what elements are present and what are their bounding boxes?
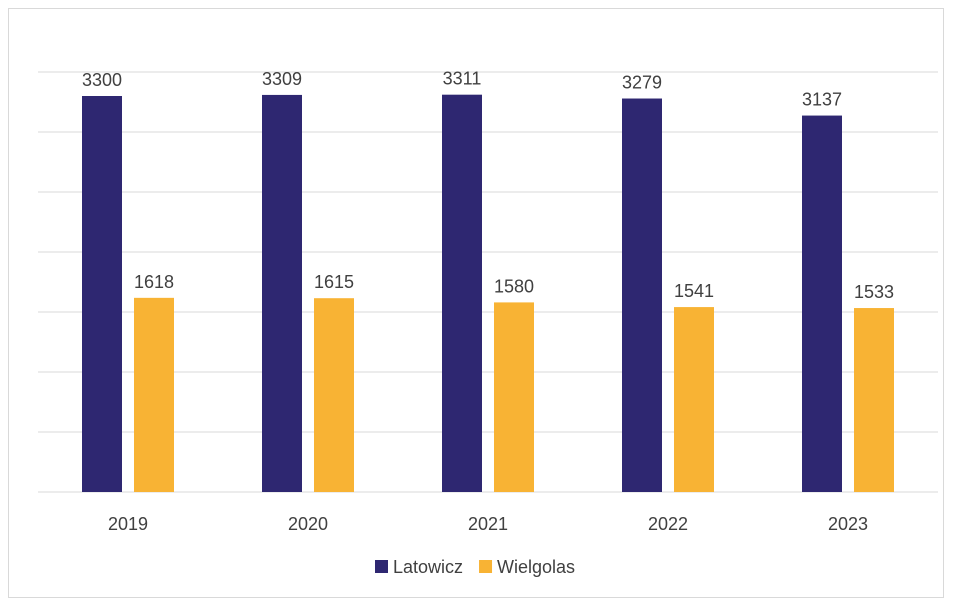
data-label-latowicz-2023: 3137: [802, 90, 842, 110]
data-label-wielgolas-2021: 1580: [494, 276, 534, 296]
bar-latowicz-2023: [802, 115, 842, 492]
legend-swatch-wielgolas: [479, 560, 493, 573]
data-label-wielgolas-2022: 1541: [674, 281, 714, 301]
data-labels: 3300 1618 3309 1615 3311 1580 3279 1541 3137 1533: [82, 69, 894, 302]
data-label-latowicz-2021: 3311: [443, 69, 482, 89]
x-axis-tick-labels: 2019 2020 2021 2022 2023: [108, 514, 868, 534]
legend-label-latowicz: Latowicz: [393, 557, 463, 577]
x-tick-label-2021: 2021: [468, 514, 508, 534]
x-tick-label-2020: 2020: [288, 514, 328, 534]
x-tick-label-2019: 2019: [108, 514, 148, 534]
bar-wielgolas-2020: [314, 298, 354, 492]
data-label-latowicz-2019: 3300: [82, 70, 122, 90]
x-tick-label-2023: 2023: [828, 514, 868, 534]
legend: Latowicz Wielgolas: [375, 557, 575, 577]
gridlines: [38, 71, 938, 493]
bar-latowicz-2022: [622, 98, 662, 493]
data-label-latowicz-2020: 3309: [262, 69, 302, 89]
bar-latowicz-2020: [262, 94, 302, 493]
bar-latowicz-2021: [442, 94, 482, 493]
bar-wielgolas-2021: [494, 302, 534, 492]
legend-label-wielgolas: Wielgolas: [497, 557, 575, 577]
data-label-wielgolas-2019: 1618: [134, 272, 174, 292]
bar-wielgolas-2022: [674, 307, 714, 492]
data-label-latowicz-2022: 3279: [622, 73, 662, 93]
bar-series: [82, 94, 894, 493]
data-label-wielgolas-2020: 1615: [314, 272, 354, 292]
x-tick-label-2022: 2022: [648, 514, 688, 534]
bar-wielgolas-2019: [134, 297, 174, 492]
data-label-wielgolas-2023: 1533: [854, 282, 894, 302]
legend-swatch-latowicz: [375, 560, 388, 573]
bar-wielgolas-2023: [854, 308, 894, 492]
bar-latowicz-2019: [82, 96, 122, 492]
